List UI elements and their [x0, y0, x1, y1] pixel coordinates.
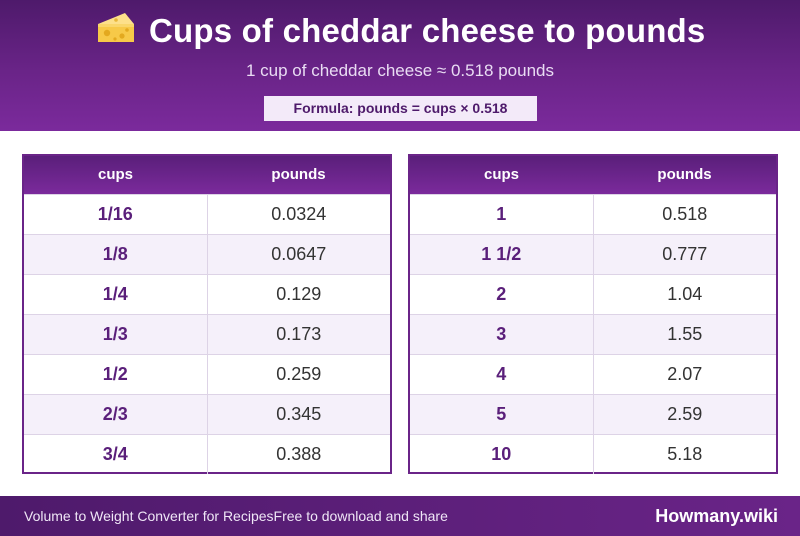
table-row: 1/4 0.129 [24, 274, 390, 314]
cups-cell: 1/8 [24, 235, 208, 274]
column-header-pounds: pounds [657, 166, 712, 183]
column-header-cups: cups [483, 166, 519, 183]
table-row: 1 1/2 0.777 [410, 234, 776, 274]
pounds-cell: 5.18 [667, 444, 703, 464]
pounds-cell: 0.129 [276, 284, 322, 304]
table-row: 1 0.518 [410, 194, 776, 234]
pounds-cell: 0.173 [276, 324, 322, 344]
cups-cell: 1/2 [24, 355, 208, 394]
conversion-table-right: cups pounds 1 0.518 1 1/2 0.777 2 1.04 3… [408, 154, 778, 474]
formula-box: Formula: pounds = cups × 0.518 [264, 96, 537, 121]
pounds-cell: 0.777 [662, 244, 708, 264]
cups-cell: 4 [410, 355, 594, 394]
table-row: 1/2 0.259 [24, 354, 390, 394]
brand-logo-text: Howmany.wiki [655, 506, 778, 526]
cheese-icon [95, 10, 137, 46]
table-header: cups pounds [24, 156, 390, 194]
subtitle: 1 cup of cheddar cheese ≈ 0.518 pounds [245, 61, 554, 80]
cups-cell: 3 [410, 315, 594, 354]
page-title: Cups of cheddar cheese to pounds [148, 12, 706, 49]
table-row: 3/4 0.388 [24, 434, 390, 474]
pounds-cell: 1.04 [667, 284, 703, 304]
pounds-cell: 0.259 [276, 364, 322, 384]
conversion-table-left: cups pounds 1/16 0.0324 1/8 0.0647 1/4 0… [22, 154, 392, 474]
table-row: 2 1.04 [410, 274, 776, 314]
cups-cell: 1/16 [24, 195, 208, 234]
pounds-cell: 2.59 [667, 404, 703, 424]
pounds-cell: 0.518 [662, 204, 708, 224]
title-row: Cups of cheddar cheese to pounds [0, 12, 800, 56]
cups-cell: 1/3 [24, 315, 208, 354]
table-row: 5 2.59 [410, 394, 776, 434]
cups-cell: 5 [410, 395, 594, 434]
cups-cell: 3/4 [24, 435, 208, 474]
pounds-cell: 0.388 [276, 444, 322, 464]
header-banner: Cups of cheddar cheese to pounds 1 cup o… [0, 0, 800, 131]
pounds-cell: 0.0324 [271, 204, 327, 224]
table-row: 3 1.55 [410, 314, 776, 354]
footer-converter-label: Volume to Weight Converter for Recipes [24, 508, 274, 524]
table-row: 1/16 0.0324 [24, 194, 390, 234]
cups-cell: 1 [410, 195, 594, 234]
pounds-cell: 1.55 [667, 324, 703, 344]
pounds-cell: 0.345 [276, 404, 322, 424]
cups-cell: 1 1/2 [410, 235, 594, 274]
cups-cell: 2/3 [24, 395, 208, 434]
pounds-cell: 0.0647 [271, 244, 327, 264]
column-header-pounds: pounds [271, 166, 326, 183]
table-header: cups pounds [410, 156, 776, 194]
footer-text: Volume to Weight Converter for RecipesFr… [24, 496, 448, 536]
table-row: 2/3 0.345 [24, 394, 390, 434]
column-header-cups: cups [97, 166, 133, 183]
table-row: 10 5.18 [410, 434, 776, 474]
table-row: 1/8 0.0647 [24, 234, 390, 274]
cups-cell: 10 [410, 435, 594, 474]
footer-bar: Volume to Weight Converter for RecipesFr… [0, 496, 800, 536]
cups-cell: 1/4 [24, 275, 208, 314]
footer-tagline: Free to download and share [273, 508, 448, 524]
pounds-cell: 2.07 [667, 364, 703, 384]
table-row: 1/3 0.173 [24, 314, 390, 354]
cups-cell: 2 [410, 275, 594, 314]
table-row: 4 2.07 [410, 354, 776, 394]
